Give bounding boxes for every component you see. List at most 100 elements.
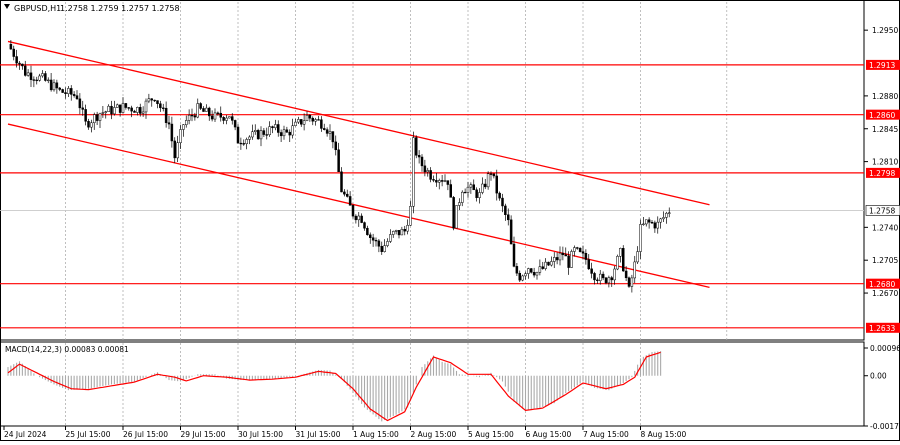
candle-body bbox=[202, 108, 205, 112]
x-tick-label: 2 Aug 15:00 bbox=[411, 430, 457, 439]
candle-body bbox=[124, 103, 128, 108]
candle-body bbox=[98, 113, 102, 121]
current-price-label: 1.2758 bbox=[869, 207, 895, 216]
candle-body bbox=[245, 139, 248, 145]
candle-body bbox=[486, 173, 490, 188]
candle-body bbox=[438, 180, 441, 183]
candle-body bbox=[84, 109, 87, 122]
candle-body bbox=[360, 215, 363, 223]
candle-body bbox=[116, 104, 119, 108]
symbol-dropdown-icon[interactable] bbox=[4, 4, 10, 9]
candlestick-series bbox=[9, 40, 671, 293]
candle-body bbox=[389, 234, 392, 242]
macd-y-tick-label: 0.00096 bbox=[870, 344, 900, 353]
support-resistance-levels bbox=[0, 64, 864, 329]
candle-body bbox=[535, 272, 539, 276]
candle-body bbox=[610, 277, 613, 281]
candle-body bbox=[314, 119, 317, 122]
candle-body bbox=[147, 98, 151, 102]
x-tick-label: 6 Aug 15:00 bbox=[526, 430, 572, 439]
candle-body bbox=[64, 92, 67, 94]
candle-body bbox=[573, 247, 576, 252]
candle-body bbox=[484, 183, 487, 188]
candle-body bbox=[133, 110, 136, 113]
candle-body bbox=[466, 186, 470, 193]
level-price-tags: 1.2913 1.2860 1.2798 1.2680 1.2633 1.2758 bbox=[865, 59, 900, 333]
candle-body bbox=[351, 205, 355, 217]
candle-body bbox=[547, 261, 550, 266]
candle-body bbox=[26, 72, 30, 76]
price-axis: 1.2950 1.2880 1.2845 1.2810 1.2740 1.2705 1.26… bbox=[864, 26, 898, 298]
candle-body bbox=[334, 141, 337, 151]
candle-body bbox=[213, 112, 217, 120]
x-tick-label: 29 Jul 15:00 bbox=[181, 430, 226, 439]
level-tag-box bbox=[866, 322, 900, 333]
candle-body bbox=[512, 243, 516, 267]
candle-body bbox=[167, 122, 171, 125]
candle-body bbox=[144, 100, 148, 113]
candle-body bbox=[662, 217, 665, 220]
level-tag-label: 1.2860 bbox=[869, 111, 895, 120]
macd-histogram bbox=[7, 351, 662, 422]
candle-body bbox=[348, 196, 352, 206]
candle-body bbox=[320, 119, 323, 129]
x-tick-label: 25 Jul 15:00 bbox=[66, 430, 111, 439]
candle-body bbox=[29, 72, 33, 80]
candle-body bbox=[185, 120, 188, 125]
candle-body bbox=[302, 120, 306, 125]
candle-body bbox=[409, 206, 412, 226]
candle-body bbox=[636, 251, 639, 263]
candle-body bbox=[624, 270, 628, 279]
candle-body bbox=[469, 184, 473, 188]
macd-title: MACD(14,22,3) 0.00083 0.00081 bbox=[5, 345, 129, 354]
candle-body bbox=[515, 266, 519, 274]
candle-body bbox=[544, 261, 547, 269]
candle-body bbox=[262, 130, 266, 135]
candle-body bbox=[288, 131, 291, 136]
candle-body bbox=[159, 103, 162, 109]
candle-body bbox=[665, 212, 668, 218]
candle-body bbox=[52, 82, 56, 91]
candle-body bbox=[452, 197, 455, 229]
candle-body bbox=[458, 202, 461, 206]
candle-body bbox=[463, 191, 467, 194]
candle-body bbox=[561, 252, 565, 256]
symbol-label: GBPUSD,H1 bbox=[14, 4, 61, 13]
candle-body bbox=[461, 191, 464, 203]
candle-body bbox=[317, 119, 320, 121]
candle-body bbox=[222, 117, 225, 121]
candle-body bbox=[325, 129, 329, 134]
candle-body bbox=[49, 79, 53, 91]
candle-body bbox=[550, 261, 553, 266]
candle-body bbox=[9, 44, 13, 50]
candle-body bbox=[87, 121, 90, 128]
candle-body bbox=[90, 122, 93, 128]
candle-body bbox=[495, 175, 498, 194]
candle-body bbox=[259, 130, 263, 140]
candle-body bbox=[130, 107, 133, 112]
candle-body bbox=[55, 82, 59, 89]
y-tick-label: 1.2845 bbox=[872, 125, 898, 134]
candle-body bbox=[394, 230, 398, 232]
candle-body bbox=[357, 215, 360, 221]
candle-body bbox=[541, 266, 544, 269]
candle-body bbox=[553, 257, 556, 262]
macd-panel-frame bbox=[0, 341, 865, 427]
candle-body bbox=[343, 191, 346, 195]
candle-body bbox=[21, 63, 24, 67]
x-tick-label: 30 Jul 15:00 bbox=[238, 430, 283, 439]
candle-body bbox=[604, 277, 608, 284]
candle-body bbox=[328, 131, 332, 134]
candle-body bbox=[61, 89, 64, 93]
candle-body bbox=[647, 219, 651, 223]
candle-body bbox=[271, 126, 274, 129]
candle-body bbox=[331, 131, 335, 143]
candle-body bbox=[417, 155, 421, 158]
candle-body bbox=[415, 137, 418, 156]
candle-body bbox=[225, 117, 228, 121]
level-tag-box bbox=[866, 278, 900, 289]
candle-body bbox=[455, 205, 458, 229]
x-tick-label: 8 Aug 15:00 bbox=[641, 430, 687, 439]
